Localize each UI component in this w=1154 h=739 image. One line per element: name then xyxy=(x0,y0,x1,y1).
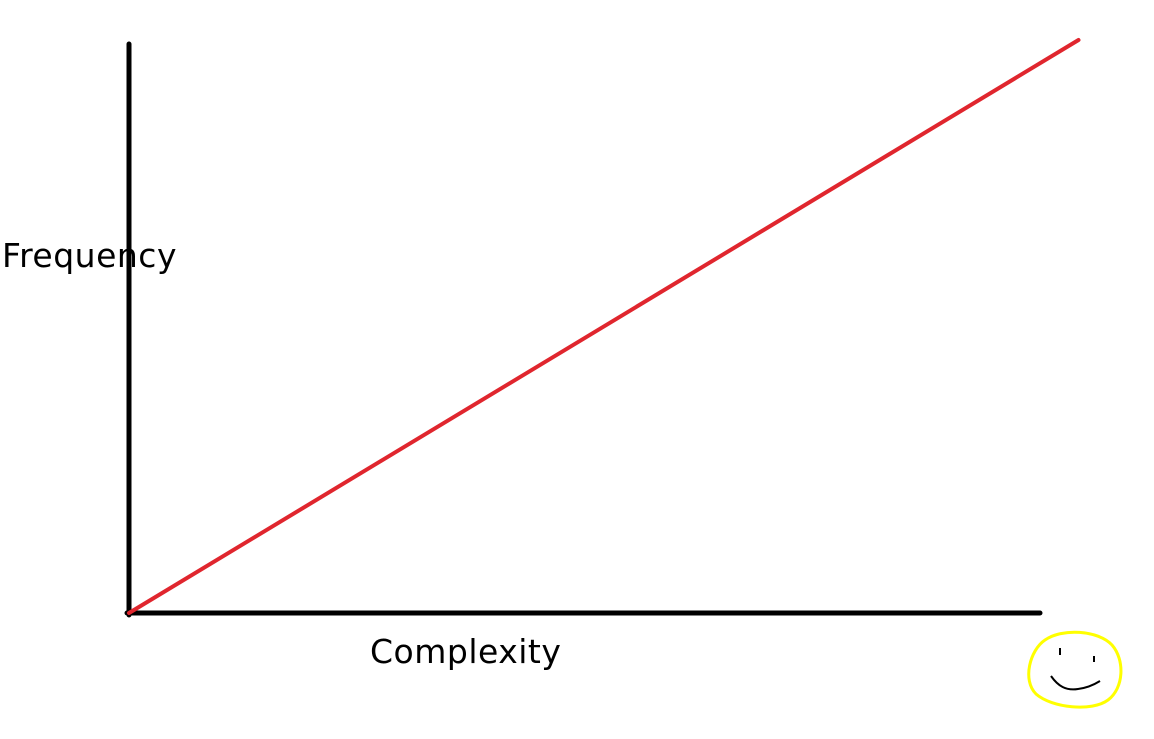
series-layer xyxy=(127,38,1081,615)
smiley-face-icon xyxy=(1027,630,1123,709)
x-axis-label: Complexity xyxy=(370,632,562,671)
smiley-outline xyxy=(1027,630,1123,709)
series-line-0 xyxy=(127,38,1081,615)
smiley-mouth xyxy=(1050,675,1101,691)
axes xyxy=(124,41,1043,618)
y-axis-label: Frequency xyxy=(2,236,177,275)
